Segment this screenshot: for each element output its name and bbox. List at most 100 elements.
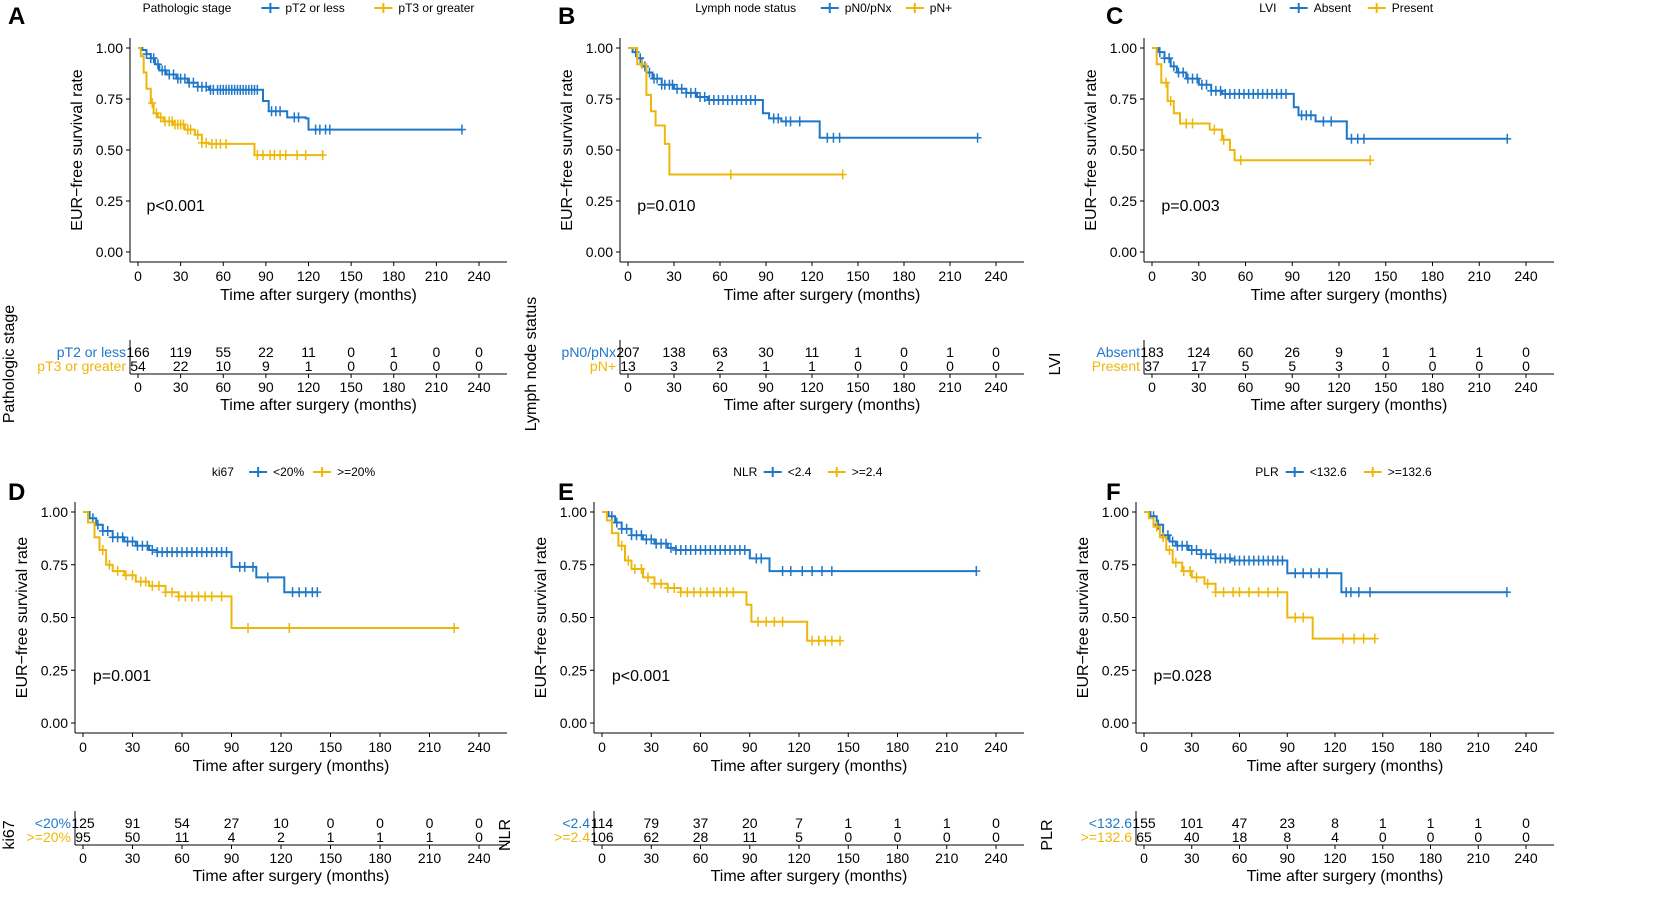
risk-count: 0	[426, 815, 434, 831]
risk-count: 0	[432, 344, 440, 360]
y-tick-label: 0.00	[1110, 244, 1137, 260]
x-tick-label: 240	[1514, 739, 1538, 755]
risk-count: 22	[258, 344, 274, 360]
survival-curve	[138, 47, 323, 157]
risk-count: 65	[1136, 829, 1152, 845]
panel-a: A Pathologic stage pT2 or less pT3 or great…	[1, 1, 507, 423]
legend-title: Pathologic stage	[143, 1, 232, 15]
risk-y-axis-title: NLR	[497, 819, 514, 851]
x-tick-label: 210	[938, 268, 962, 284]
risk-table: <2.4 114 79 37 20 7 1 1 1 0>=2.4 106 62 28 11 5 0 0 0 00 30…	[497, 811, 1024, 885]
risk-x-tick-label: 0	[1140, 850, 1148, 866]
x-tick-label: 0	[134, 268, 142, 284]
x-tick-label: 150	[837, 739, 861, 755]
risk-count: 0	[1427, 829, 1435, 845]
x-tick-label: 60	[1232, 739, 1248, 755]
risk-count: 1	[426, 829, 434, 845]
x-tick-label: 90	[1279, 739, 1295, 755]
y-tick-label: 0.25	[1102, 662, 1129, 678]
y-tick-label: 1.00	[1102, 504, 1129, 520]
y-tick-label: 0.50	[1102, 610, 1129, 626]
legend-entry: <20%	[273, 465, 304, 479]
legend: Lymph node status pN0/pNx pN+	[695, 1, 952, 15]
panel-b: B Lymph node status pN0/pNx pN+0.000.250.50…	[523, 1, 1024, 431]
x-tick-label: 210	[935, 739, 959, 755]
risk-count: 0	[1429, 358, 1437, 374]
x-tick-label: 120	[800, 268, 824, 284]
risk-count: 1	[327, 829, 335, 845]
risk-count: 0	[992, 344, 1000, 360]
y-tick-label: 0.50	[41, 610, 68, 626]
risk-count: 119	[169, 344, 192, 360]
risk-count: 60	[1238, 344, 1254, 360]
risk-row-label: pN+	[590, 358, 616, 374]
x-tick-label: 0	[598, 739, 606, 755]
risk-count: 0	[475, 815, 483, 831]
risk-count: 50	[125, 829, 141, 845]
risk-count: 166	[126, 344, 150, 360]
legend: Pathologic stage pT2 or less pT3 or greate…	[143, 1, 475, 15]
p-value: p=0.028	[1154, 668, 1212, 685]
risk-x-axis-title: Time after surgery (months)	[1247, 868, 1444, 885]
risk-count: 0	[1474, 829, 1482, 845]
x-tick-label: 240	[1514, 268, 1538, 284]
risk-count: 3	[670, 358, 678, 374]
risk-count: 0	[1522, 829, 1530, 845]
risk-count: 1	[808, 358, 816, 374]
legend-title: PLR	[1255, 465, 1279, 479]
risk-x-tick-label: 120	[1323, 850, 1347, 866]
y-axis-title: EUR−free survival rate	[559, 69, 576, 230]
risk-count: 0	[347, 344, 355, 360]
y-axis-title: EUR−free survival rate	[1075, 537, 1092, 698]
x-tick-label: 210	[418, 739, 442, 755]
risk-x-tick-label: 30	[125, 850, 141, 866]
risk-x-axis-title: Time after surgery (months)	[711, 868, 908, 885]
y-tick-label: 0.00	[41, 715, 68, 731]
risk-table: <132.6 155 101 47 23 8 1 1 1 0>=132.6 65 40 18 8 4 0 0 0 0…	[1039, 811, 1554, 885]
x-tick-label: 60	[215, 268, 231, 284]
risk-count: 0	[390, 358, 398, 374]
risk-table: pN0/pNx 207 138 63 30 11 1 0 1 0pN+ 13 3 2 1 1 0 0 0 00 30 6…	[523, 297, 1024, 431]
risk-count: 101	[1180, 815, 1204, 831]
legend: PLR <132.6 >=132.6	[1255, 465, 1432, 479]
y-tick-label: 1.00	[560, 504, 587, 520]
legend-entry: Absent	[1314, 1, 1352, 15]
risk-x-tick-label: 180	[892, 379, 916, 395]
y-axis-title: EUR−free survival rate	[533, 537, 550, 698]
x-tick-label: 30	[643, 739, 659, 755]
x-tick-label: 30	[666, 268, 682, 284]
risk-x-tick-label: 210	[1467, 850, 1491, 866]
y-tick-label: 0.50	[586, 142, 613, 158]
risk-row-label: >=132.6	[1081, 829, 1133, 845]
risk-count: 11	[175, 829, 190, 845]
risk-count: 20	[742, 815, 758, 831]
x-tick-label: 30	[173, 268, 189, 284]
x-tick-label: 90	[742, 739, 758, 755]
risk-count: 1	[762, 358, 770, 374]
risk-x-tick-label: 240	[1514, 850, 1538, 866]
risk-count: 9	[1335, 344, 1343, 360]
risk-x-axis-title: Time after surgery (months)	[1251, 397, 1448, 414]
risk-count: 11	[742, 829, 757, 845]
x-tick-label: 60	[693, 739, 709, 755]
risk-x-tick-label: 150	[1374, 379, 1398, 395]
risk-count: 155	[1132, 815, 1156, 831]
risk-count: 1	[1382, 344, 1390, 360]
risk-x-tick-label: 240	[984, 850, 1008, 866]
risk-count: 11	[805, 344, 820, 360]
risk-count: 0	[475, 344, 483, 360]
risk-count: 30	[758, 344, 774, 360]
legend-title: Lymph node status	[695, 1, 796, 15]
risk-x-tick-label: 150	[339, 379, 363, 395]
risk-count: 18	[1232, 829, 1248, 845]
risk-x-tick-label: 0	[1148, 379, 1156, 395]
risk-count: 2	[716, 358, 724, 374]
legend-title: NLR	[733, 465, 757, 479]
legend-entry: pT2 or less	[285, 1, 344, 15]
x-tick-label: 120	[1323, 739, 1347, 755]
x-tick-label: 180	[1419, 739, 1443, 755]
y-tick-label: 1.00	[96, 40, 123, 56]
risk-x-tick-label: 90	[258, 379, 274, 395]
